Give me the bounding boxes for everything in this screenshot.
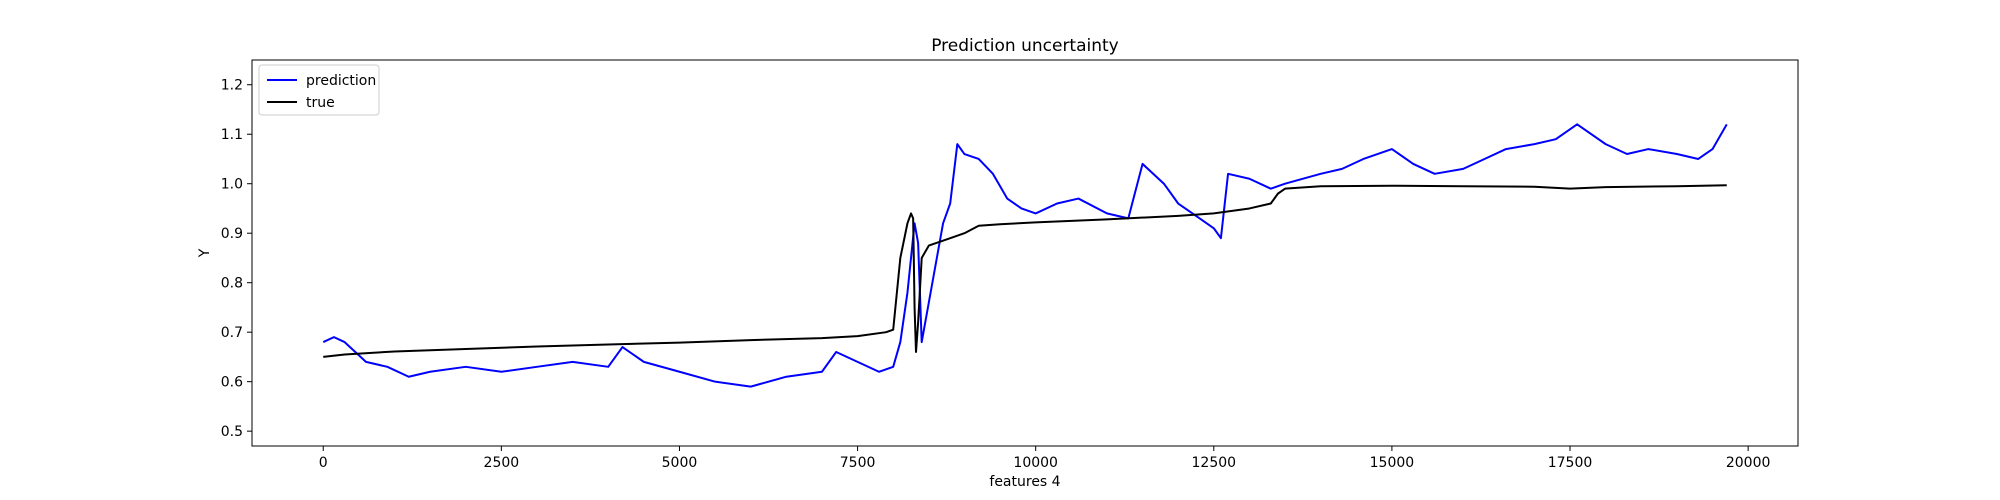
x-tick-label: 2500 <box>484 455 520 471</box>
chart-title: Prediction uncertainty <box>931 36 1119 56</box>
x-tick-label: 20000 <box>1726 455 1771 471</box>
series-layer <box>322 123 1728 388</box>
legend: prediction true <box>258 64 380 116</box>
plot-area-frame <box>251 59 1799 447</box>
y-tick-label: 0.9 <box>221 226 243 242</box>
y-tick-label: 1.2 <box>221 78 243 94</box>
y-tick-label: 0.6 <box>221 375 243 391</box>
x-tick-label: 7500 <box>840 455 876 471</box>
x-tick-label: 17500 <box>1548 455 1593 471</box>
y-axis-label: Y <box>197 248 213 258</box>
y-tick-label: 0.5 <box>221 424 243 440</box>
x-axis-label: features 4 <box>989 474 1060 490</box>
x-tick-label: 15000 <box>1370 455 1415 471</box>
x-tick-label: 5000 <box>662 455 698 471</box>
y-tick-label: 0.7 <box>221 325 243 341</box>
series-line-true <box>323 184 1727 358</box>
y-tick-label: 0.8 <box>221 276 243 292</box>
x-tick-label: 0 <box>319 455 328 471</box>
y-tick-label: 1.1 <box>221 127 243 143</box>
x-axis: 0 2500 5000 7500 10000 12500 15000 17500 20000 <box>319 446 1771 471</box>
legend-label-prediction: prediction <box>306 73 376 89</box>
x-tick-label: 10000 <box>1013 455 1058 471</box>
series-line-prediction <box>322 123 1728 388</box>
y-axis: 0.5 0.6 0.7 0.8 0.9 1.0 1.1 1.2 <box>221 78 252 440</box>
legend-label-true: true <box>306 95 335 111</box>
x-tick-label: 12500 <box>1192 455 1237 471</box>
y-tick-label: 1.0 <box>221 177 243 193</box>
